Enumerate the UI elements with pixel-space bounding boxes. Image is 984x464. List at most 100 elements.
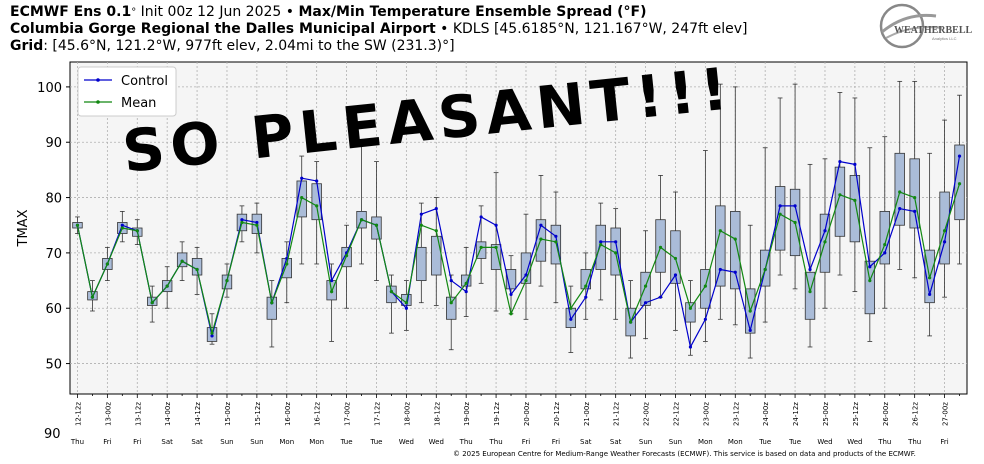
x-tick-label: 19-00z xyxy=(463,402,471,426)
header-bullet-2: • xyxy=(440,21,449,37)
day-label: Mon xyxy=(309,438,324,446)
x-tick-label: 21-00z xyxy=(583,402,591,426)
series-point-mean xyxy=(464,281,468,285)
x-tick-label: 27-00z xyxy=(942,402,950,426)
x-tick-label: 24-12z xyxy=(792,402,800,426)
box xyxy=(730,210,741,290)
x-tick-label: 16-12z xyxy=(314,402,322,426)
header-line-3: Grid: [45.6°N, 121.2°W, 977ft elev, 2.04… xyxy=(10,38,455,55)
series-point-mean xyxy=(195,267,199,272)
box xyxy=(505,269,517,290)
x-tick-label: 18-12z xyxy=(433,402,441,426)
x-tick-label: 25-00z xyxy=(822,402,830,426)
x-tick-label: 18-00z xyxy=(403,402,411,426)
series-point-mean xyxy=(315,204,319,208)
x-tick-label: 13-12z xyxy=(134,402,142,426)
series-point-mean xyxy=(658,245,663,249)
box xyxy=(446,296,457,320)
legend-mean-label: Mean xyxy=(121,96,156,111)
x-tick-label: 20-00z xyxy=(523,402,531,426)
day-label: Thu xyxy=(459,438,473,446)
day-label: Sun xyxy=(639,438,652,446)
box xyxy=(550,224,562,265)
day-label: Mon xyxy=(698,438,713,446)
box xyxy=(939,191,950,265)
series-point-control xyxy=(898,207,902,211)
series-point-control xyxy=(449,278,453,283)
series-point-control xyxy=(240,218,244,222)
series-point-control xyxy=(584,295,588,299)
series-point-control xyxy=(554,234,558,238)
x-tick-label: 21-12z xyxy=(613,402,621,426)
x-tick-label: 12-12z xyxy=(74,402,82,426)
x-tick-label: 23-12z xyxy=(732,402,740,426)
box xyxy=(774,186,786,251)
box xyxy=(191,258,203,276)
day-label: Thu xyxy=(488,438,502,446)
day-label: Wed xyxy=(399,438,414,446)
x-tick-label: 24-00z xyxy=(762,402,770,426)
box xyxy=(834,166,846,237)
box xyxy=(894,152,905,226)
series-point-mean xyxy=(942,229,947,233)
y-axis: 50 60 70 80 90 100 xyxy=(37,81,70,373)
series-point-control xyxy=(464,290,468,294)
series-point-mean xyxy=(614,251,618,255)
y-tick-label: 80 xyxy=(45,192,62,207)
x-tick-label: 22-00z xyxy=(643,402,651,426)
series-point-control xyxy=(494,223,498,227)
box xyxy=(864,260,876,315)
box xyxy=(715,205,726,287)
day-label: Sat xyxy=(191,438,203,446)
series-point-control xyxy=(957,154,962,158)
copyright-footer: © 2025 European Centre for Medium-Range … xyxy=(453,450,916,458)
legend-control-marker xyxy=(96,78,100,82)
series-point-mean xyxy=(554,240,558,244)
series-point-mean xyxy=(434,229,438,233)
logo-subtext: Analytics LLC xyxy=(932,36,957,41)
box xyxy=(371,216,382,240)
series-point-control xyxy=(614,240,618,244)
series-point-control xyxy=(778,204,782,208)
day-label: Fri xyxy=(103,438,111,446)
series-point-mean xyxy=(584,284,588,288)
series-point-mean xyxy=(419,223,423,227)
series-point-mean xyxy=(569,306,573,310)
day-label: Wed xyxy=(429,438,444,446)
series-point-control xyxy=(658,295,663,299)
station-name: Columbia Gorge Regional the Dalles Munic… xyxy=(10,21,436,37)
series-point-control xyxy=(524,273,528,277)
box xyxy=(685,302,696,323)
series-point-mean xyxy=(883,243,887,247)
x-tick-label: 23-00z xyxy=(702,402,710,426)
x-tick-label: 22-12z xyxy=(672,402,680,426)
x-tick-label: 25-12z xyxy=(852,402,860,426)
series-point-mean xyxy=(120,226,124,230)
series-point-mean xyxy=(330,290,334,294)
day-label: Wed xyxy=(847,438,862,446)
series-point-mean xyxy=(539,237,543,241)
corner-label: 90 xyxy=(44,427,61,442)
series-point-control xyxy=(883,251,887,255)
box xyxy=(266,296,278,320)
y-tick-label: 50 xyxy=(45,358,62,373)
series-point-control xyxy=(733,270,737,274)
box xyxy=(386,285,397,304)
series-point-mean xyxy=(823,240,827,244)
station-info: KDLS [45.6185°N, 121.167°W, 247ft elev] xyxy=(452,21,748,37)
series-point-control xyxy=(479,215,483,219)
x-tick-label: 15-00z xyxy=(224,402,232,426)
series-point-control xyxy=(419,212,423,216)
line-series xyxy=(75,154,962,349)
day-label: Sat xyxy=(161,438,173,446)
box xyxy=(804,271,816,320)
legend-mean-marker xyxy=(96,100,100,104)
series-point-mean xyxy=(928,276,932,280)
series-point-mean xyxy=(957,182,962,186)
series-point-control xyxy=(434,207,438,211)
box xyxy=(909,158,920,229)
series-point-mean xyxy=(300,195,304,200)
series-point-control xyxy=(315,179,319,183)
series-point-control xyxy=(838,160,842,164)
day-label: Sun xyxy=(250,438,263,446)
